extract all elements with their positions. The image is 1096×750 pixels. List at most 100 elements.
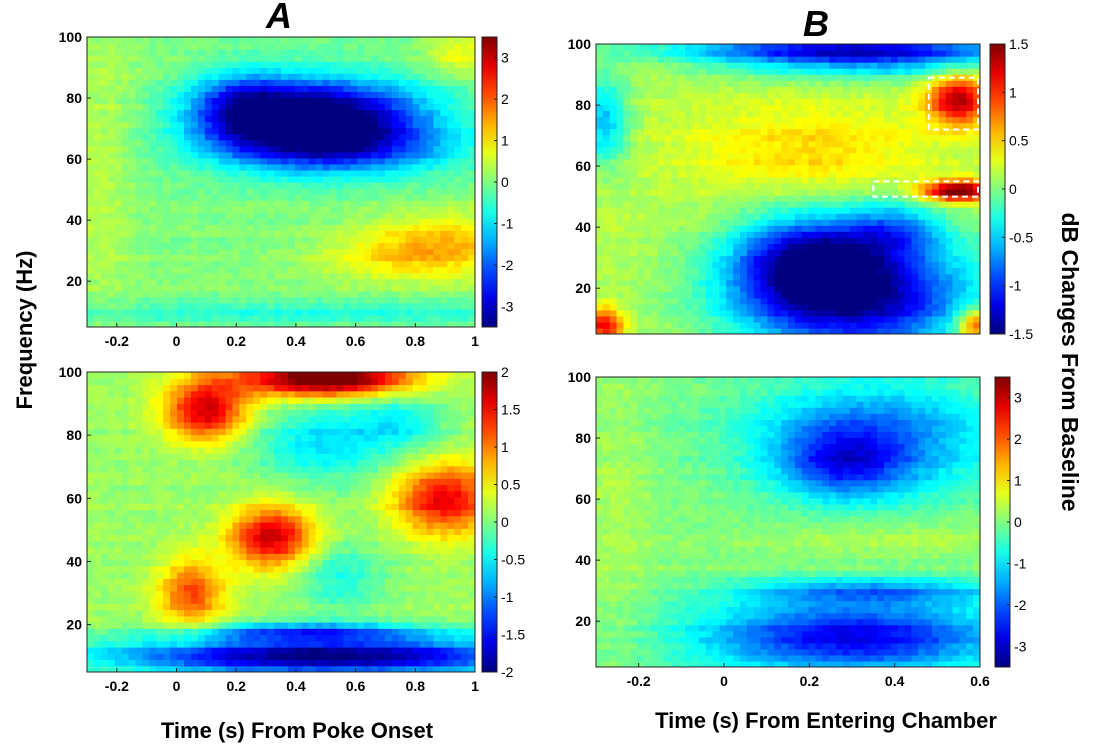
heatmap-cell — [746, 56, 755, 63]
heatmap-cell — [705, 152, 714, 160]
heatmap-cell — [836, 321, 844, 329]
heatmap-cell — [685, 92, 693, 99]
heatmap-cell — [822, 110, 830, 118]
heatmap-cell — [890, 74, 899, 81]
heatmap-cell — [740, 207, 748, 214]
heatmap-cell — [350, 224, 358, 231]
heatmap-cell — [336, 188, 344, 195]
heatmap-cell — [343, 79, 351, 86]
heatmap-cell — [726, 279, 734, 287]
heatmap-cell — [767, 170, 775, 178]
heatmap-cell — [596, 170, 604, 178]
heatmap-cell — [829, 158, 837, 166]
heatmap-cell — [596, 303, 604, 311]
heatmap-cell — [788, 80, 796, 87]
heatmap-cell — [650, 128, 659, 136]
heatmap-cell — [364, 200, 372, 207]
heatmap-cell — [829, 62, 837, 69]
heatmap-cell — [719, 140, 727, 148]
heatmap-cell — [884, 219, 892, 226]
heatmap-cell — [177, 236, 185, 244]
heatmap-cell — [426, 85, 435, 92]
heatmap-cell — [253, 248, 261, 256]
heatmap-cell — [616, 152, 625, 160]
heatmap-cell — [602, 134, 611, 142]
heatmap-cell — [870, 201, 878, 208]
heatmap-cell — [726, 158, 734, 166]
heatmap-cell — [842, 201, 851, 208]
heatmap-cell — [849, 86, 858, 93]
heatmap-cell — [100, 79, 109, 86]
heatmap-cell — [753, 128, 762, 136]
heatmap-cell — [211, 308, 220, 316]
heatmap-cell — [378, 91, 386, 99]
heatmap-cell — [114, 133, 123, 141]
heatmap-cell — [405, 254, 414, 262]
heatmap-cell — [329, 314, 338, 322]
heatmap-cell — [897, 219, 906, 226]
heatmap-cell — [856, 321, 865, 329]
heatmap-cell — [822, 152, 830, 160]
heatmap-cell — [128, 37, 137, 44]
heatmap-cell — [685, 86, 693, 93]
heatmap-cell — [863, 243, 871, 251]
heatmap-cell — [121, 266, 130, 274]
heatmap-cell — [746, 50, 755, 57]
heatmap-cell — [301, 91, 310, 99]
heatmap-cell — [336, 248, 344, 256]
heatmap-cell — [329, 302, 338, 310]
heatmap-cell — [671, 182, 679, 190]
heatmap-cell — [384, 157, 393, 165]
heatmap-cell — [712, 92, 721, 99]
heatmap-cell — [815, 116, 823, 124]
heatmap-cell — [149, 212, 157, 219]
heatmap-cell — [426, 188, 435, 195]
heatmap-cell — [637, 122, 645, 130]
heatmap-cell — [294, 236, 303, 244]
heatmap-cell — [461, 188, 469, 195]
heatmap-cell — [808, 56, 817, 63]
heatmap-cell — [616, 182, 625, 190]
heatmap-cell — [412, 103, 421, 111]
heatmap-cell — [801, 92, 810, 99]
heatmap-cell — [253, 290, 261, 298]
heatmap-cell — [630, 152, 638, 160]
heatmap-cell — [829, 321, 837, 329]
heatmap-cell — [678, 189, 686, 196]
heatmap-cell — [391, 79, 400, 86]
heatmap-cell — [336, 182, 344, 189]
heatmap-cell — [232, 182, 241, 189]
heatmap-cell — [315, 242, 324, 250]
heatmap-cell — [100, 151, 109, 159]
heatmap-cell — [856, 279, 865, 287]
heatmap-cell — [419, 284, 428, 292]
heatmap-cell — [121, 302, 130, 310]
heatmap-cell — [170, 182, 178, 189]
heatmap-cell — [190, 61, 199, 68]
heatmap-cell — [815, 255, 823, 263]
heatmap-cell — [197, 67, 206, 74]
heatmap-cell — [461, 272, 469, 280]
heatmap-cell — [163, 55, 171, 62]
heatmap-cell — [726, 44, 734, 51]
heatmap-cell — [260, 157, 268, 165]
heatmap-cell — [364, 67, 372, 74]
heatmap-cell — [904, 140, 913, 148]
heatmap-cell — [163, 109, 171, 117]
heatmap-cell — [461, 55, 469, 62]
heatmap-cell — [440, 230, 448, 237]
heatmap-cell — [911, 50, 919, 57]
heatmap-cell — [760, 86, 769, 93]
heatmap-cell — [239, 278, 247, 286]
heatmap-cell — [781, 80, 789, 87]
heatmap-cell — [447, 43, 455, 50]
heatmap-cell — [391, 115, 400, 123]
heatmap-cell — [267, 73, 275, 80]
heatmap-cell — [740, 146, 748, 154]
heatmap-cell — [336, 127, 344, 135]
heatmap-cell — [87, 302, 95, 310]
heatmap-cell — [378, 308, 386, 316]
heatmap-cell — [218, 103, 227, 111]
heatmap-cell — [440, 43, 448, 50]
